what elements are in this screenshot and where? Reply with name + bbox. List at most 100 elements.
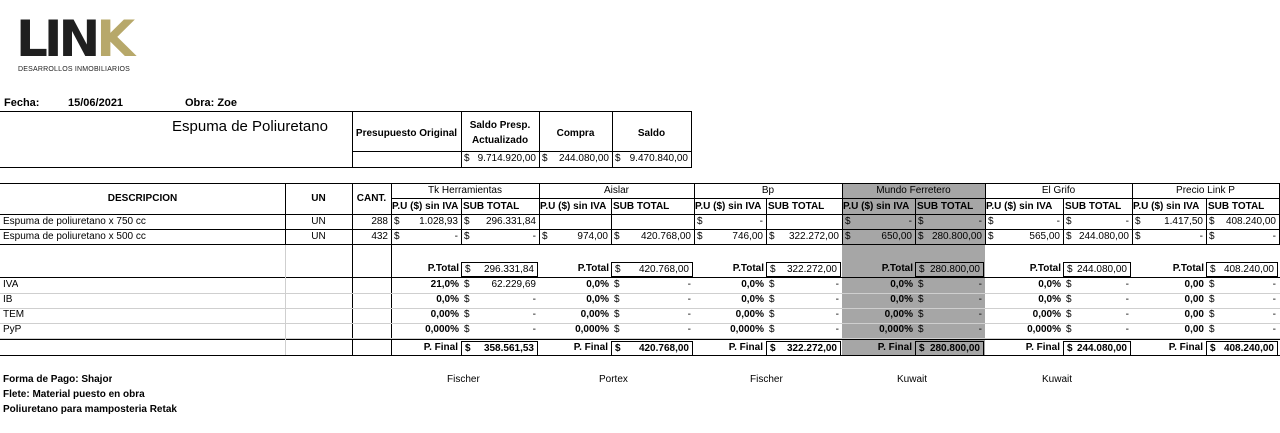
tax-rate: 0,00%: [430, 309, 459, 320]
subtotal: $296.331,84: [461, 215, 539, 229]
amount-value: 280.800,00: [929, 343, 980, 354]
budget-value: $9.714.920,00: [461, 152, 539, 166]
currency-symbol: $: [1209, 309, 1215, 320]
currency-symbol: $: [542, 153, 548, 164]
tax-amount: $ -: [915, 308, 985, 322]
logo-wordmark: LINK: [16, 14, 135, 64]
currency-symbol: $: [614, 309, 620, 320]
pfinal-bottom-border: [0, 355, 1280, 356]
amount-value: 244.080,00: [1076, 264, 1127, 275]
freight-note: Flete: Material puesto en obra: [3, 389, 145, 400]
amount-value: 1.028,93: [419, 216, 458, 227]
currency-symbol: $: [1067, 264, 1073, 275]
ptotal-label: P.Total: [577, 263, 609, 274]
currency-symbol: $: [769, 231, 775, 242]
unit-price-header: P.U ($) sin IVA: [695, 201, 762, 212]
currency-symbol: $: [1067, 343, 1073, 354]
supplier-brand: Fischer: [750, 374, 783, 385]
unit-price: $ -: [1132, 230, 1206, 244]
amount-value: -: [1272, 294, 1276, 305]
budget-header: Saldo: [637, 127, 666, 139]
tax-rate: 0,00%: [580, 309, 609, 320]
tax-amount: $ -: [611, 278, 694, 292]
amount-value: 244.080,00: [1078, 231, 1129, 242]
tax-row-border: [0, 293, 1280, 294]
tax-amount: $ -: [1063, 308, 1132, 322]
budget-col-border: [461, 111, 462, 167]
currency-symbol: $: [464, 153, 470, 164]
subtotal: $ -: [461, 230, 539, 244]
tax-rate: 0,000%: [575, 324, 609, 335]
unit-price: $565,00: [985, 230, 1063, 244]
supplier-border: [985, 183, 986, 245]
amount-value: -: [978, 279, 982, 290]
currency-symbol: $: [918, 231, 924, 242]
tax-amount: $ -: [611, 293, 694, 307]
budget-header: Presupuesto Original: [355, 127, 458, 139]
budget-right-border: [691, 111, 692, 167]
subtotal-header: SUB TOTAL: [1208, 201, 1265, 212]
currency-symbol: $: [1209, 231, 1215, 242]
amount-value: -: [687, 324, 691, 335]
unit-price: $ -: [694, 215, 766, 229]
amount-value: -: [978, 309, 982, 320]
supplier-brand: Portex: [599, 374, 628, 385]
fecha-value: 15/06/2021: [68, 97, 124, 109]
tax-rate: 0,000%: [730, 324, 764, 335]
item-quantity: 432: [371, 231, 388, 242]
pu-subtotal-border: [915, 198, 916, 245]
amount-value: -: [1125, 309, 1129, 320]
amount-value: -: [1272, 324, 1276, 335]
tax-amount: $ -: [1206, 293, 1279, 307]
pfinal-label: P. Final: [728, 342, 763, 353]
unit-price: $ -: [842, 215, 915, 229]
currency-symbol: $: [614, 231, 620, 242]
unit-price-header: P.U ($) sin IVA: [1133, 201, 1200, 212]
currency-symbol: $: [918, 216, 924, 227]
currency-symbol: $: [1209, 294, 1215, 305]
ptotal-value: $322.272,00: [766, 262, 841, 277]
fecha-label: Fecha:: [4, 97, 40, 109]
pfinal-top-border: [0, 339, 1280, 340]
tax-amount: $ -: [611, 323, 694, 337]
tax-name: TEM: [3, 309, 25, 320]
currency-symbol: $: [1066, 309, 1072, 320]
pfinal-value: $420.768,00: [611, 341, 693, 356]
ptotal-value: $408.240,00: [1206, 262, 1278, 277]
unit-price: $974,00: [539, 230, 611, 244]
currency-symbol: $: [988, 216, 994, 227]
tax-name: IVA: [3, 279, 19, 290]
tax-amount: $ -: [461, 308, 539, 322]
currency-symbol: $: [465, 343, 471, 354]
mundo-ferretero-highlight: [842, 183, 985, 355]
subtotal: $244.080,00: [1063, 230, 1132, 244]
tax-rate: 0,00: [1184, 309, 1204, 320]
currency-symbol: $: [1066, 231, 1072, 242]
currency-symbol: $: [465, 264, 471, 275]
currency-symbol: $: [615, 153, 621, 164]
currency-symbol: $: [1210, 264, 1216, 275]
supplier-brand: Fischer: [447, 374, 480, 385]
currency-symbol: $: [464, 231, 470, 242]
amount-value: 420.768,00: [638, 343, 689, 354]
pu-subtotal-border: [1206, 198, 1207, 245]
currency-symbol: $: [615, 343, 621, 354]
tax-amount: $ -: [915, 323, 985, 337]
document-title: Espuma de Poliuretano: [172, 118, 328, 135]
currency-symbol: $: [542, 231, 548, 242]
amount-value: 408.240,00: [1225, 216, 1276, 227]
tax-name: IB: [3, 294, 13, 305]
unit-price: $1.417,50: [1132, 215, 1206, 229]
currency-symbol: $: [845, 216, 851, 227]
tax-amount: $62.229,69: [461, 278, 539, 292]
ptotal-label: P.Total: [427, 263, 459, 274]
amount-value: 244.080,00: [1076, 343, 1127, 354]
budget-col-border: [612, 111, 613, 167]
supplier-name: El Grifo: [1041, 185, 1076, 196]
amount-value: -: [454, 231, 458, 242]
budget-header: Saldo Presp. Actualizado: [469, 120, 531, 146]
currency-symbol: $: [464, 294, 470, 305]
amount-value: -: [978, 294, 982, 305]
ptotal-label: P.Total: [1172, 263, 1204, 274]
unit-price: $746,00: [694, 230, 766, 244]
